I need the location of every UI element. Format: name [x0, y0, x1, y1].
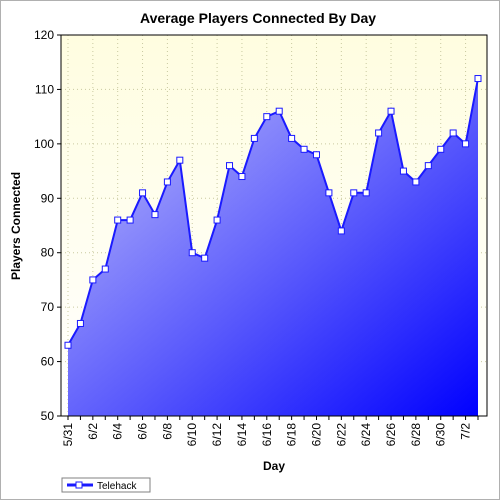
x-tick-label: 6/10 — [185, 423, 199, 447]
data-point-6/16 — [263, 113, 271, 121]
data-point-6/22 — [337, 227, 345, 235]
data-point-6/3 — [101, 265, 109, 273]
x-tick-label: 6/30 — [434, 423, 448, 447]
data-point-6/9 — [176, 156, 184, 164]
data-point-6/15 — [250, 134, 258, 142]
data-point-6/5 — [126, 216, 134, 224]
x-tick-label: 6/20 — [309, 423, 323, 447]
data-point-6/6 — [139, 189, 147, 197]
data-point-6/27 — [399, 167, 407, 175]
x-tick-label: 6/4 — [111, 423, 125, 440]
x-tick-label: 5/31 — [61, 423, 75, 447]
data-point-6/2 — [89, 276, 97, 284]
plot-border — [60, 34, 488, 417]
y-tick-label: 100 — [34, 137, 54, 151]
data-point-6/21 — [325, 189, 333, 197]
x-tick-label: 7/2 — [459, 423, 473, 440]
series-area-telehack — [68, 78, 478, 416]
data-point-markers — [64, 75, 482, 349]
data-point-6/11 — [201, 254, 209, 262]
data-point-5/31 — [64, 341, 72, 349]
legend-label-telehack: Telehack — [97, 481, 137, 492]
x-tick-label: 6/14 — [235, 423, 249, 447]
y-axis-title: Players Connected — [9, 172, 23, 280]
y-tick-label: 60 — [41, 355, 55, 369]
x-tick-label: 6/6 — [136, 423, 150, 440]
y-tick-label: 80 — [41, 246, 55, 260]
data-point-6/20 — [312, 151, 320, 159]
x-tick-label: 6/12 — [210, 423, 224, 447]
x-tick-label: 6/18 — [285, 423, 299, 447]
y-axis-ticks: 50 60 70 80 90 100 110 120 — [34, 28, 61, 423]
data-point-6/23 — [350, 189, 358, 197]
data-point-7/1 — [449, 129, 457, 137]
x-tick-label: 6/2 — [86, 423, 100, 440]
x-tick-label: 6/28 — [409, 423, 423, 447]
y-tick-label: 70 — [41, 300, 55, 314]
y-tick-label: 120 — [34, 28, 54, 42]
x-tick-label: 6/16 — [260, 423, 274, 447]
y-tick-label: 50 — [41, 409, 55, 423]
data-point-6/10 — [188, 249, 196, 257]
data-point-6/13 — [226, 162, 234, 170]
y-tick-label: 110 — [35, 82, 54, 96]
chart-title: Average Players Connected By Day — [140, 10, 376, 26]
data-point-7/3 — [474, 75, 482, 83]
series-line-telehack — [67, 78, 479, 346]
y-tick-label: 90 — [41, 191, 55, 205]
data-point-6/8 — [163, 178, 171, 186]
legend-swatch-marker — [75, 481, 83, 489]
x-tick-label: 6/8 — [160, 423, 174, 440]
x-tick-label: 6/22 — [334, 423, 348, 447]
data-point-6/18 — [288, 134, 296, 142]
data-point-6/7 — [151, 211, 159, 219]
legend: Telehack — [61, 477, 151, 493]
data-point-6/24 — [362, 189, 370, 197]
data-point-6/30 — [437, 145, 445, 153]
x-tick-label: 6/26 — [384, 423, 398, 447]
data-point-6/29 — [424, 162, 432, 170]
data-point-6/14 — [238, 173, 246, 181]
data-point-7/2 — [462, 140, 470, 148]
x-tick-label: 6/24 — [359, 423, 373, 447]
x-axis-title: Day — [263, 459, 285, 473]
data-point-6/4 — [114, 216, 122, 224]
data-point-6/25 — [375, 129, 383, 137]
data-point-6/19 — [300, 145, 308, 153]
data-point-6/26 — [387, 107, 395, 115]
data-point-6/12 — [213, 216, 221, 224]
x-axis-ticks: 5/31 6/2 6/4 6/6 6/8 6/10 6/12 6/14 6/16 6/18 6/20… — [61, 416, 479, 447]
data-point-6/28 — [412, 178, 420, 186]
data-point-6/1 — [76, 319, 84, 327]
legend-box — [61, 477, 151, 493]
data-point-6/17 — [275, 107, 283, 115]
